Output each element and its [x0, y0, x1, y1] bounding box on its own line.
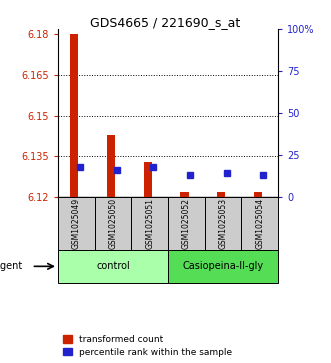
Bar	[168, 249, 278, 283]
Text: GDS4665 / 221690_s_at: GDS4665 / 221690_s_at	[90, 16, 241, 29]
Legend: transformed count, percentile rank within the sample: transformed count, percentile rank withi…	[61, 333, 234, 359]
Bar	[144, 162, 152, 197]
Bar	[58, 197, 95, 249]
Text: agent: agent	[0, 261, 23, 271]
Text: GSM1025051: GSM1025051	[145, 198, 154, 249]
Bar	[131, 197, 168, 249]
Text: Casiopeina-II-gly: Casiopeina-II-gly	[182, 261, 263, 271]
Text: GSM1025053: GSM1025053	[218, 198, 227, 249]
Text: GSM1025054: GSM1025054	[255, 198, 264, 249]
Bar	[205, 197, 241, 249]
Bar	[180, 192, 189, 197]
Bar	[241, 197, 278, 249]
Bar	[58, 249, 168, 283]
Text: control: control	[96, 261, 130, 271]
Bar	[254, 192, 262, 197]
Bar	[217, 192, 225, 197]
Bar	[95, 197, 131, 249]
Text: GSM1025049: GSM1025049	[72, 198, 81, 249]
Bar	[71, 34, 78, 197]
Text: GSM1025052: GSM1025052	[182, 198, 191, 249]
Bar	[107, 135, 115, 197]
Bar	[168, 197, 205, 249]
Text: GSM1025050: GSM1025050	[109, 198, 118, 249]
